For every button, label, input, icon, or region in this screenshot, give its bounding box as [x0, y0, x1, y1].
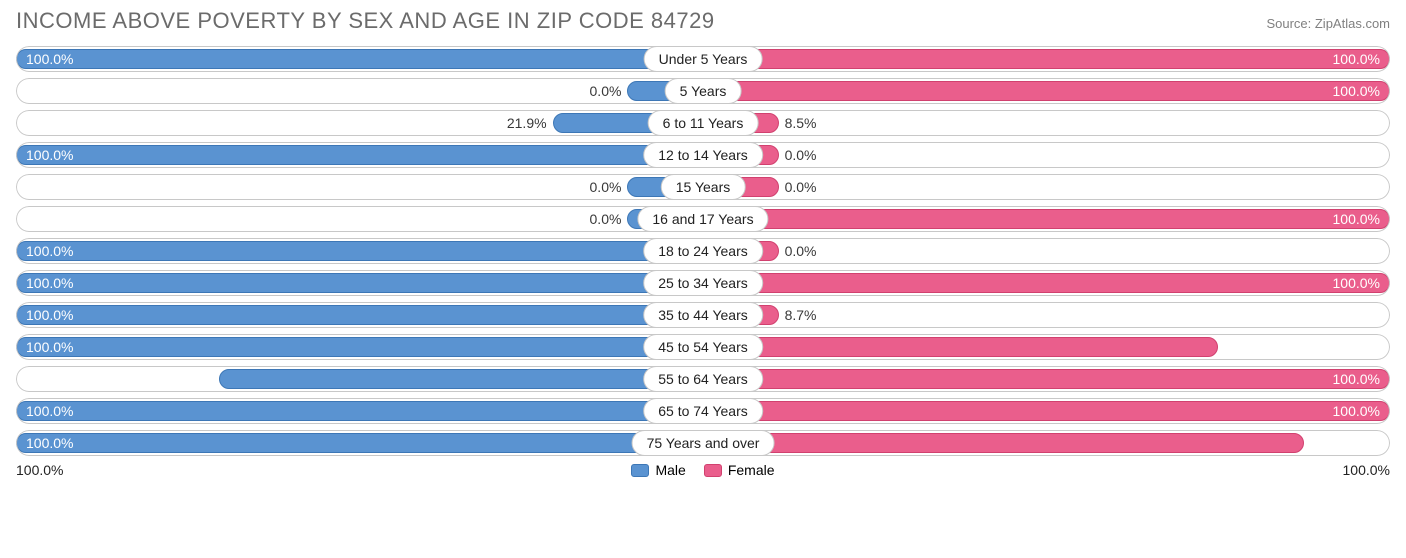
legend: Male Female: [631, 462, 774, 478]
male-bar: [16, 145, 703, 165]
chart-row: 100.0% 100.0% Under 5 Years: [16, 46, 1390, 72]
female-value: 0.0%: [785, 147, 817, 163]
male-value: 21.9%: [507, 115, 547, 131]
male-value: 100.0%: [26, 147, 73, 163]
chart-area: 100.0% 100.0% Under 5 Years 0.0% 100.0% 5 Yea…: [16, 46, 1390, 456]
chart-row: 70.4% 100.0% 55 to 64 Years: [16, 366, 1390, 392]
female-bar: [703, 369, 1390, 389]
category-label: 18 to 24 Years: [643, 238, 763, 264]
female-value: 8.7%: [785, 307, 817, 323]
category-label: 6 to 11 Years: [648, 110, 759, 136]
female-value: 0.0%: [785, 243, 817, 259]
male-value: 100.0%: [26, 403, 73, 419]
legend-label-male: Male: [655, 462, 685, 478]
female-value: 100.0%: [1333, 275, 1380, 291]
chart-row: 100.0% 0.0% 12 to 14 Years: [16, 142, 1390, 168]
axis-label-left: 100.0%: [16, 462, 63, 478]
legend-swatch-female: [704, 464, 722, 477]
male-value: 0.0%: [590, 83, 622, 99]
male-bar: [16, 401, 703, 421]
category-label: 35 to 44 Years: [643, 302, 763, 328]
chart-row: 0.0% 0.0% 15 Years: [16, 174, 1390, 200]
category-label: Under 5 Years: [644, 46, 763, 72]
female-value: 100.0%: [1333, 211, 1380, 227]
male-value: 100.0%: [26, 275, 73, 291]
male-value: 100.0%: [26, 339, 73, 355]
female-value: 87.5%: [1340, 435, 1380, 451]
male-bar: [16, 49, 703, 69]
category-label: 16 and 17 Years: [637, 206, 768, 232]
male-value: 0.0%: [590, 211, 622, 227]
source-label: Source: ZipAtlas.com: [1266, 16, 1390, 31]
category-label: 12 to 14 Years: [643, 142, 763, 168]
category-label: 15 Years: [661, 174, 746, 200]
chart-row: 100.0% 100.0% 25 to 34 Years: [16, 270, 1390, 296]
male-bar: [16, 273, 703, 293]
male-value: 100.0%: [26, 307, 73, 323]
chart-title: INCOME ABOVE POVERTY BY SEX AND AGE IN Z…: [16, 8, 715, 34]
category-label: 25 to 34 Years: [643, 270, 763, 296]
chart-row: 0.0% 100.0% 5 Years: [16, 78, 1390, 104]
female-value: 8.5%: [785, 115, 817, 131]
chart-container: INCOME ABOVE POVERTY BY SEX AND AGE IN Z…: [0, 0, 1406, 494]
category-label: 55 to 64 Years: [643, 366, 763, 392]
male-value: 100.0%: [26, 243, 73, 259]
legend-label-female: Female: [728, 462, 775, 478]
legend-item-female: Female: [704, 462, 775, 478]
header: INCOME ABOVE POVERTY BY SEX AND AGE IN Z…: [16, 8, 1390, 34]
category-label: 75 Years and over: [632, 430, 775, 456]
male-bar: [16, 305, 703, 325]
chart-row: 0.0% 100.0% 16 and 17 Years: [16, 206, 1390, 232]
female-bar: [703, 433, 1304, 453]
legend-item-male: Male: [631, 462, 685, 478]
female-bar: [703, 81, 1390, 101]
category-label: 5 Years: [665, 78, 742, 104]
female-bar: [703, 337, 1218, 357]
footer: 100.0% Male Female 100.0%: [16, 462, 1390, 478]
male-value: 100.0%: [26, 435, 73, 451]
category-label: 45 to 54 Years: [643, 334, 763, 360]
male-value: 0.0%: [590, 179, 622, 195]
male-value: 70.4%: [26, 371, 66, 387]
female-value: 100.0%: [1333, 83, 1380, 99]
female-bar: [703, 49, 1390, 69]
legend-swatch-male: [631, 464, 649, 477]
chart-row: 100.0% 100.0% 65 to 74 Years: [16, 398, 1390, 424]
male-bar: [16, 337, 703, 357]
female-bar: [703, 209, 1390, 229]
axis-label-right: 100.0%: [1343, 462, 1390, 478]
chart-row: 100.0% 0.0% 18 to 24 Years: [16, 238, 1390, 264]
chart-row: 21.9% 8.5% 6 to 11 Years: [16, 110, 1390, 136]
female-value: 100.0%: [1333, 371, 1380, 387]
chart-row: 100.0% 87.5% 75 Years and over: [16, 430, 1390, 456]
chart-row: 100.0% 75.0% 45 to 54 Years: [16, 334, 1390, 360]
male-bar: [219, 369, 703, 389]
chart-row: 100.0% 8.7% 35 to 44 Years: [16, 302, 1390, 328]
category-label: 65 to 74 Years: [643, 398, 763, 424]
female-value: 75.0%: [1340, 339, 1380, 355]
male-bar: [16, 241, 703, 261]
female-value: 100.0%: [1333, 51, 1380, 67]
female-value: 100.0%: [1333, 403, 1380, 419]
male-bar: [16, 433, 703, 453]
female-bar: [703, 273, 1390, 293]
male-value: 100.0%: [26, 51, 73, 67]
female-value: 0.0%: [785, 179, 817, 195]
female-bar: [703, 401, 1390, 421]
